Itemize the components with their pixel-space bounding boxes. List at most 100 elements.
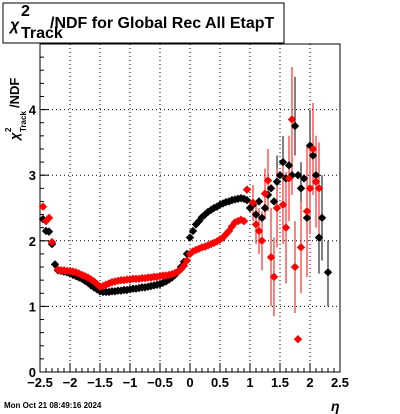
x-tick-label: −1 — [123, 375, 138, 390]
data-point — [254, 197, 264, 206]
y-tick-label: 0 — [29, 365, 36, 380]
data-point — [323, 268, 333, 277]
data-point — [209, 203, 219, 213]
data-point — [197, 212, 207, 222]
data-point — [254, 226, 264, 236]
x-axis-label: η — [331, 398, 340, 414]
data-point — [257, 236, 267, 245]
data-point — [215, 200, 225, 209]
data-point — [248, 198, 258, 207]
data-point — [272, 177, 282, 186]
data-point — [263, 176, 273, 185]
data-point — [290, 262, 300, 272]
axis-ticks — [39, 43, 341, 373]
y-tick-label: 4 — [29, 103, 37, 118]
date-stamp: Mon Oct 21 08:49:16 2024 — [4, 401, 102, 410]
data-point — [257, 213, 267, 223]
y-tick-label: 2 — [29, 234, 36, 249]
x-tick-label: −2 — [63, 375, 78, 390]
data-point — [302, 213, 312, 223]
data-point — [167, 270, 177, 279]
data-point — [278, 200, 288, 209]
data-point — [251, 220, 261, 229]
data-point — [242, 195, 252, 205]
data-point — [314, 184, 324, 193]
y-label-symbol: χ — [7, 132, 22, 142]
data-point — [311, 171, 321, 180]
data-point — [293, 335, 303, 344]
x-tick-label: −0.5 — [147, 375, 173, 390]
data-point — [182, 256, 192, 265]
title-text: /NDF for Global Rec All EtapT — [50, 15, 275, 32]
data-point — [164, 275, 174, 284]
data-point — [224, 197, 234, 206]
y-axis-label: χ 2 Track /NDF — [4, 78, 28, 142]
x-tick-label: −2.5 — [27, 375, 53, 390]
data-point — [278, 157, 288, 167]
title-box — [2, 2, 285, 44]
x-tick-label: 1.5 — [271, 375, 289, 390]
data-point — [230, 218, 240, 227]
data-point — [38, 202, 48, 211]
x-tick-label: 1 — [246, 375, 253, 390]
title-symbol: χ — [8, 17, 20, 34]
data-point — [275, 171, 285, 180]
data-point — [260, 189, 270, 198]
data-point — [200, 210, 210, 219]
data-point — [260, 203, 270, 213]
data-point — [305, 184, 315, 193]
x-tick-label: 2 — [306, 375, 313, 390]
data-point — [308, 151, 318, 160]
data-point — [209, 238, 219, 247]
title-subscript: Track — [21, 25, 63, 42]
data-point — [281, 223, 291, 232]
y-label-superscript: 2 — [4, 127, 13, 132]
data-point — [245, 203, 255, 213]
data-point — [188, 247, 198, 256]
data-point — [251, 210, 261, 219]
series-black — [38, 121, 333, 297]
data-point — [266, 253, 276, 262]
data-point — [269, 272, 279, 282]
data-point — [293, 171, 303, 180]
data-point — [188, 226, 198, 236]
y-label-subscript: Track — [19, 111, 28, 132]
axis-tick-labels: −2.5 −2 −1.5 −1 −0.5 0 0.5 1 1.5 2 2.5 0 1 2 3 4 — [27, 103, 349, 390]
title-superscript: 2 — [21, 3, 30, 20]
data-point — [44, 227, 54, 236]
series-red — [38, 115, 324, 344]
data-point — [44, 213, 54, 223]
y-label-text: /NDF — [7, 78, 22, 108]
data-point — [299, 174, 309, 183]
data-point — [284, 161, 294, 170]
data-point — [269, 197, 279, 206]
data-point — [218, 199, 228, 208]
data-point — [47, 237, 57, 247]
x-tick-label: 2.5 — [331, 375, 349, 390]
data-point — [302, 207, 312, 216]
data-point — [317, 213, 327, 223]
data-point — [215, 235, 225, 244]
data-point — [239, 194, 249, 204]
data-point — [284, 174, 294, 183]
x-tick-label: −1.5 — [87, 375, 113, 390]
x-tick-label: 0 — [186, 375, 193, 390]
data-point — [308, 144, 318, 154]
data-point — [194, 244, 204, 253]
y-tick-label: 3 — [29, 168, 36, 183]
data-point — [311, 177, 321, 186]
data-point — [290, 121, 300, 131]
data-point — [224, 226, 234, 236]
data-point — [203, 207, 213, 217]
data-point — [203, 241, 213, 250]
y-tick-label: 1 — [29, 299, 36, 314]
data-point — [242, 185, 252, 194]
data-point — [155, 279, 165, 289]
data-series — [38, 115, 333, 344]
data-point — [272, 203, 282, 213]
data-point — [266, 184, 276, 193]
data-point — [296, 243, 306, 252]
data-point — [287, 115, 297, 124]
chart-title: χ 2 Track /NDF for Global Rec All EtapT — [8, 3, 275, 42]
